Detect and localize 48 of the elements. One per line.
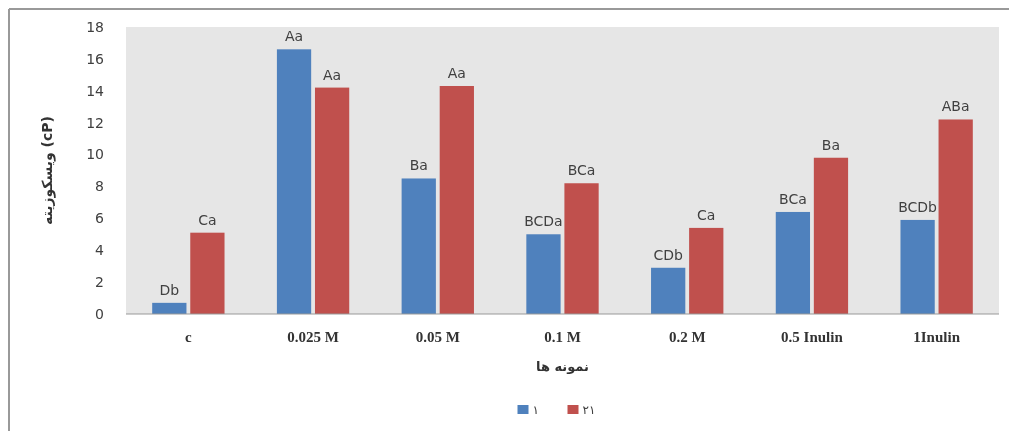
bar [190,232,225,314]
bar [401,178,436,314]
y-tick-label: 12 [86,114,104,131]
x-tick-label: c [185,329,193,345]
x-tick-label: 0.025 M [287,329,339,345]
data-label: Db [159,281,180,298]
bar [689,227,724,314]
legend-label: ۱ [532,403,539,418]
bar [938,119,973,314]
data-label: Aa [284,28,304,45]
data-label: Ca [198,211,217,228]
y-tick-label: 2 [95,274,104,291]
bar [564,183,599,314]
y-tick-label: 18 [86,18,104,35]
data-label: Aa [447,64,466,81]
data-label: Aa [323,66,342,83]
bar [439,85,474,314]
bar [651,267,686,314]
x-tick-label: 0.5 Inulin [781,329,844,345]
data-label: Ba [821,136,841,153]
data-label: ABa [941,98,970,115]
data-label: Ba [409,157,428,174]
bar [314,87,350,314]
bar [276,49,312,314]
y-tick-label: 0 [95,305,104,322]
x-tick-label: 0.1 M [544,329,581,345]
x-axis-title: نمونه ها [536,359,589,374]
data-label: BCa [567,162,596,179]
data-label: BCDa [524,213,563,230]
y-axis-title: ویسکوزیته (cP) [39,116,56,225]
y-tick-label: 10 [86,146,104,163]
data-label: BCa [779,190,807,207]
bar [775,211,811,314]
x-tick-label: 1Inulin [913,329,961,345]
y-tick-label: 4 [95,242,105,259]
bar [813,157,849,314]
y-tick-label: 16 [86,50,105,67]
y-tick-label: 14 [86,82,105,99]
bar [526,234,561,314]
data-label: Ca [697,206,716,223]
legend-label: ۲۱ [582,403,596,418]
y-tick-label: 8 [95,178,104,195]
x-tick-label: 0.05 M [415,329,460,345]
data-label: CDb [653,246,684,263]
data-label: BCDb [898,198,938,215]
bar [900,219,935,314]
x-tick-label: 0.2 M [668,329,706,345]
y-tick-label: 6 [95,210,105,227]
